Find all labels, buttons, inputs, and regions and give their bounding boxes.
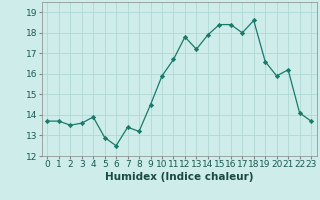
X-axis label: Humidex (Indice chaleur): Humidex (Indice chaleur) (105, 172, 253, 182)
